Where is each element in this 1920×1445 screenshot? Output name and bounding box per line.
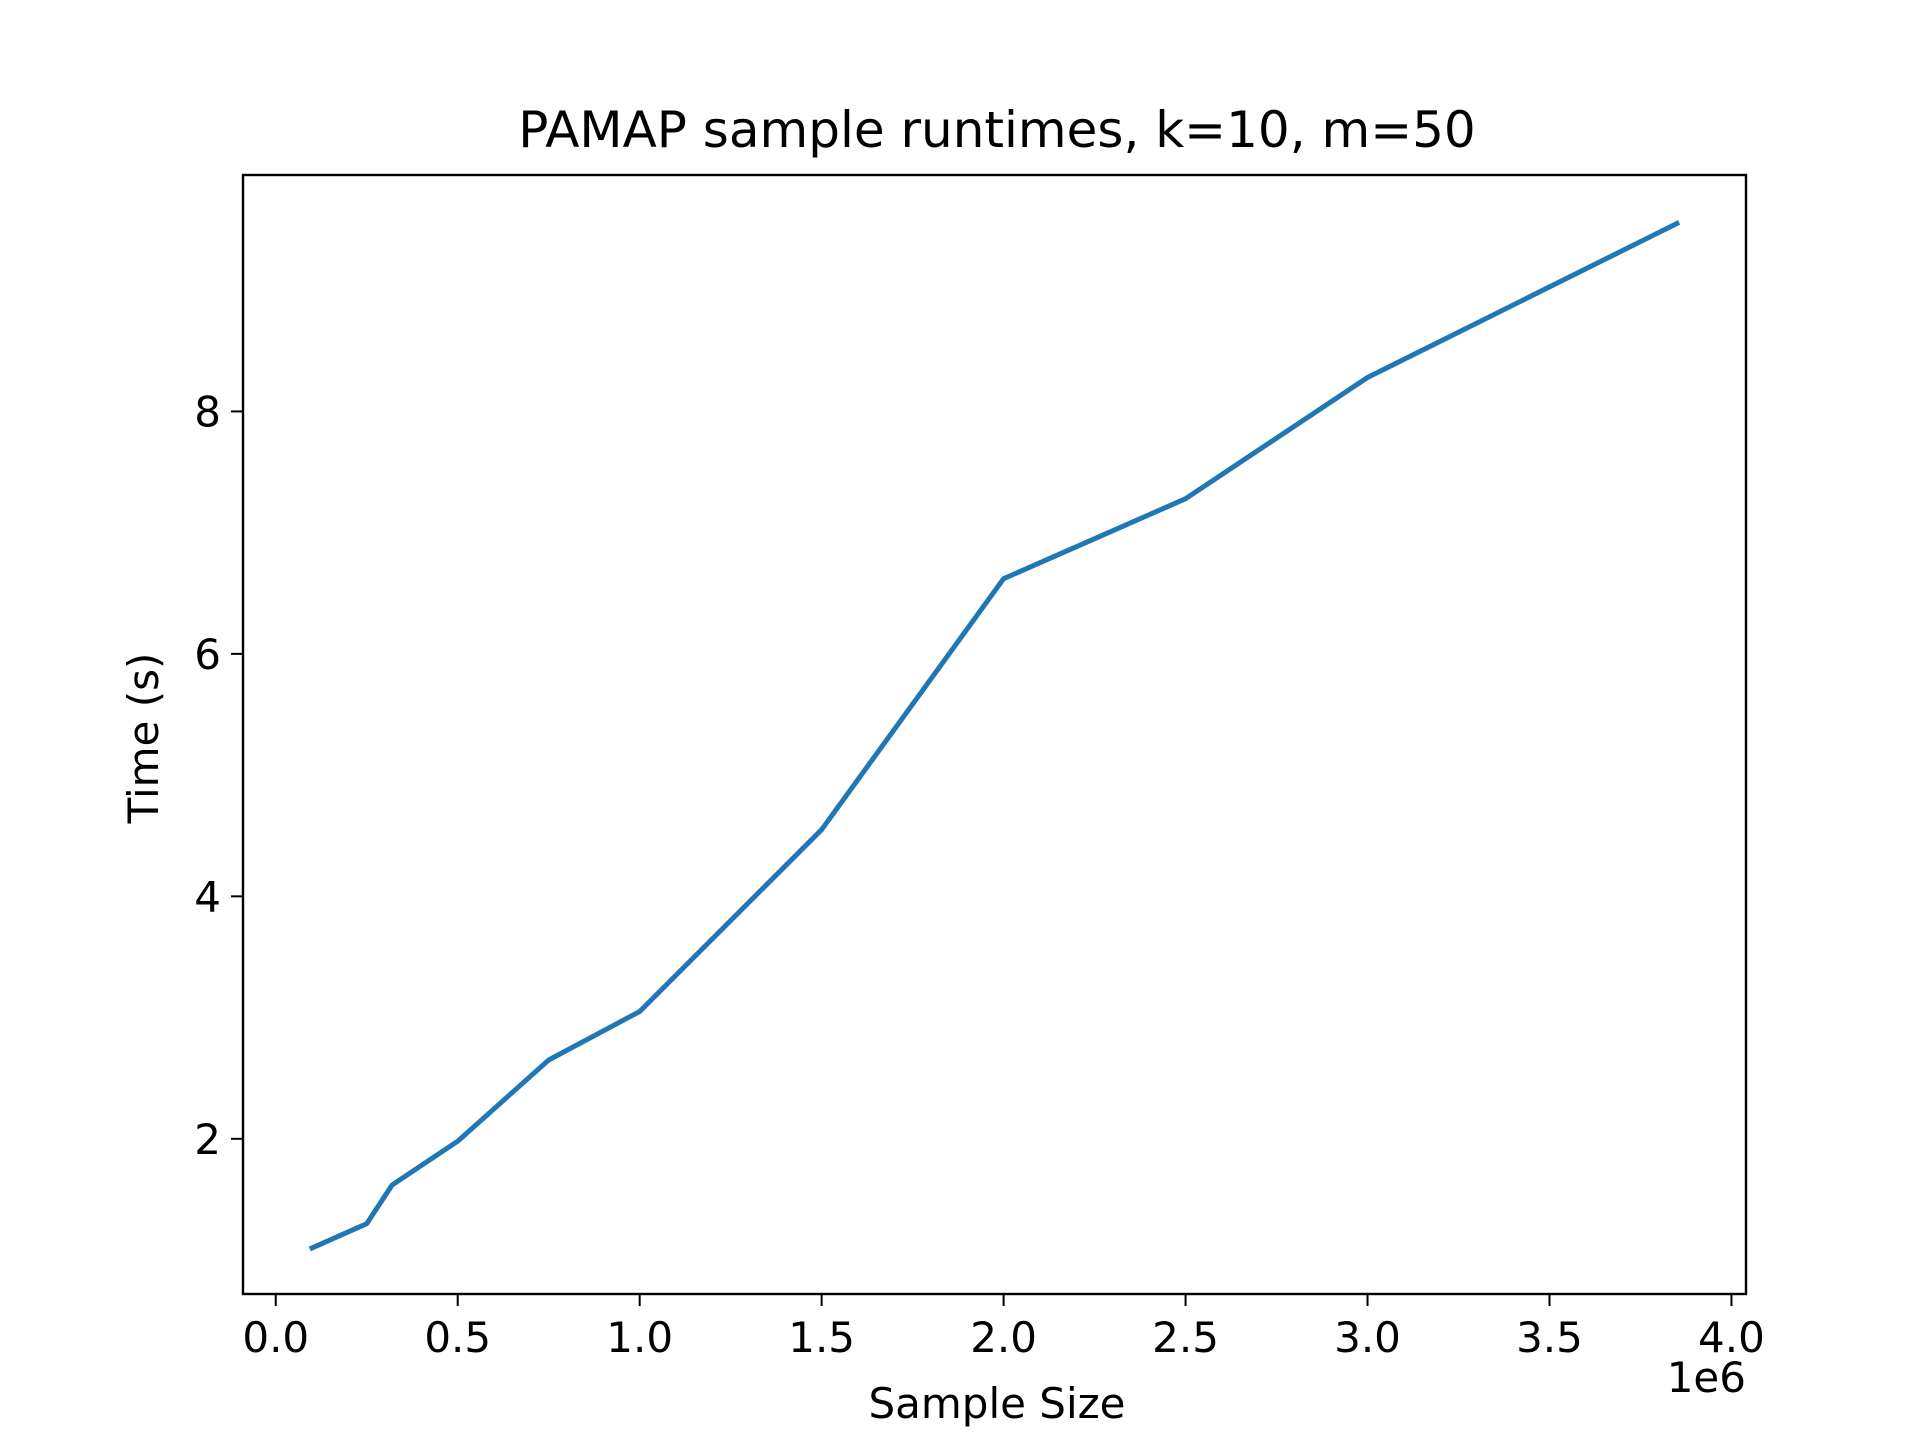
x-tick-label: 0.5 — [424, 1313, 491, 1362]
x-tick-label: 0.0 — [242, 1313, 309, 1362]
x-tick-label: 3.5 — [1516, 1313, 1583, 1362]
x-tick-label: 1.5 — [788, 1313, 855, 1362]
y-tick-label: 4 — [194, 872, 221, 921]
x-tick-label: 1.0 — [606, 1313, 673, 1362]
y-tick-label: 6 — [194, 630, 221, 679]
y-axis-label: Time (s) — [119, 653, 168, 825]
x-tick-label: 2.5 — [1152, 1313, 1219, 1362]
chart-title: PAMAP sample runtimes, k=10, m=50 — [518, 101, 1475, 159]
x-tick-label: 3.0 — [1334, 1313, 1401, 1362]
x-tick-label: 2.0 — [970, 1313, 1037, 1362]
y-tick-label: 8 — [194, 387, 221, 436]
y-tick-label: 2 — [194, 1115, 221, 1164]
x-axis-label: Sample Size — [868, 1379, 1125, 1428]
x-axis-offset-label: 1e6 — [1667, 1353, 1746, 1402]
